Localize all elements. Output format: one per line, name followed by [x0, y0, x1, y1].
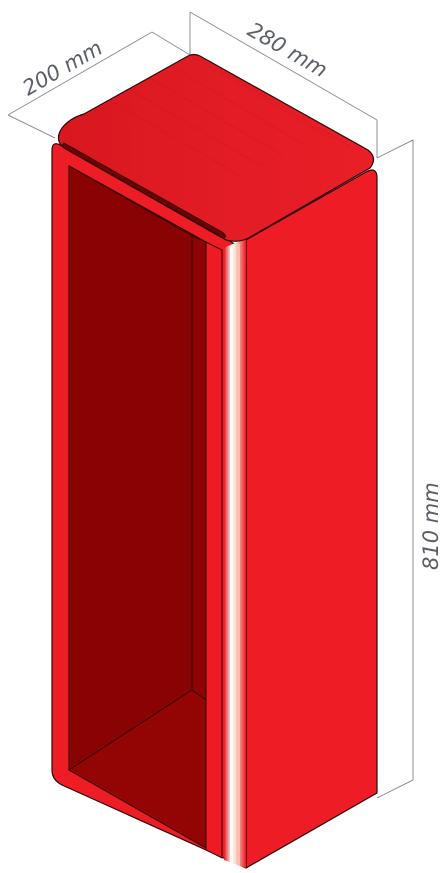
- interior-back-panel: [68, 165, 193, 771]
- frame-right-strip: [205, 241, 223, 859]
- top-panel-texture: [109, 57, 351, 177]
- corner-highlight: [224, 240, 246, 868]
- top-front-groove: [62, 142, 226, 239]
- cabinet-body: [51, 53, 378, 869]
- depth-label: 200 mm: [19, 36, 107, 101]
- height-label: 810 mm: [419, 482, 443, 570]
- height-dimension: 810 mm: [376, 139, 443, 799]
- width-label: 280 mm: [244, 18, 332, 83]
- right-side-panel: [245, 169, 378, 869]
